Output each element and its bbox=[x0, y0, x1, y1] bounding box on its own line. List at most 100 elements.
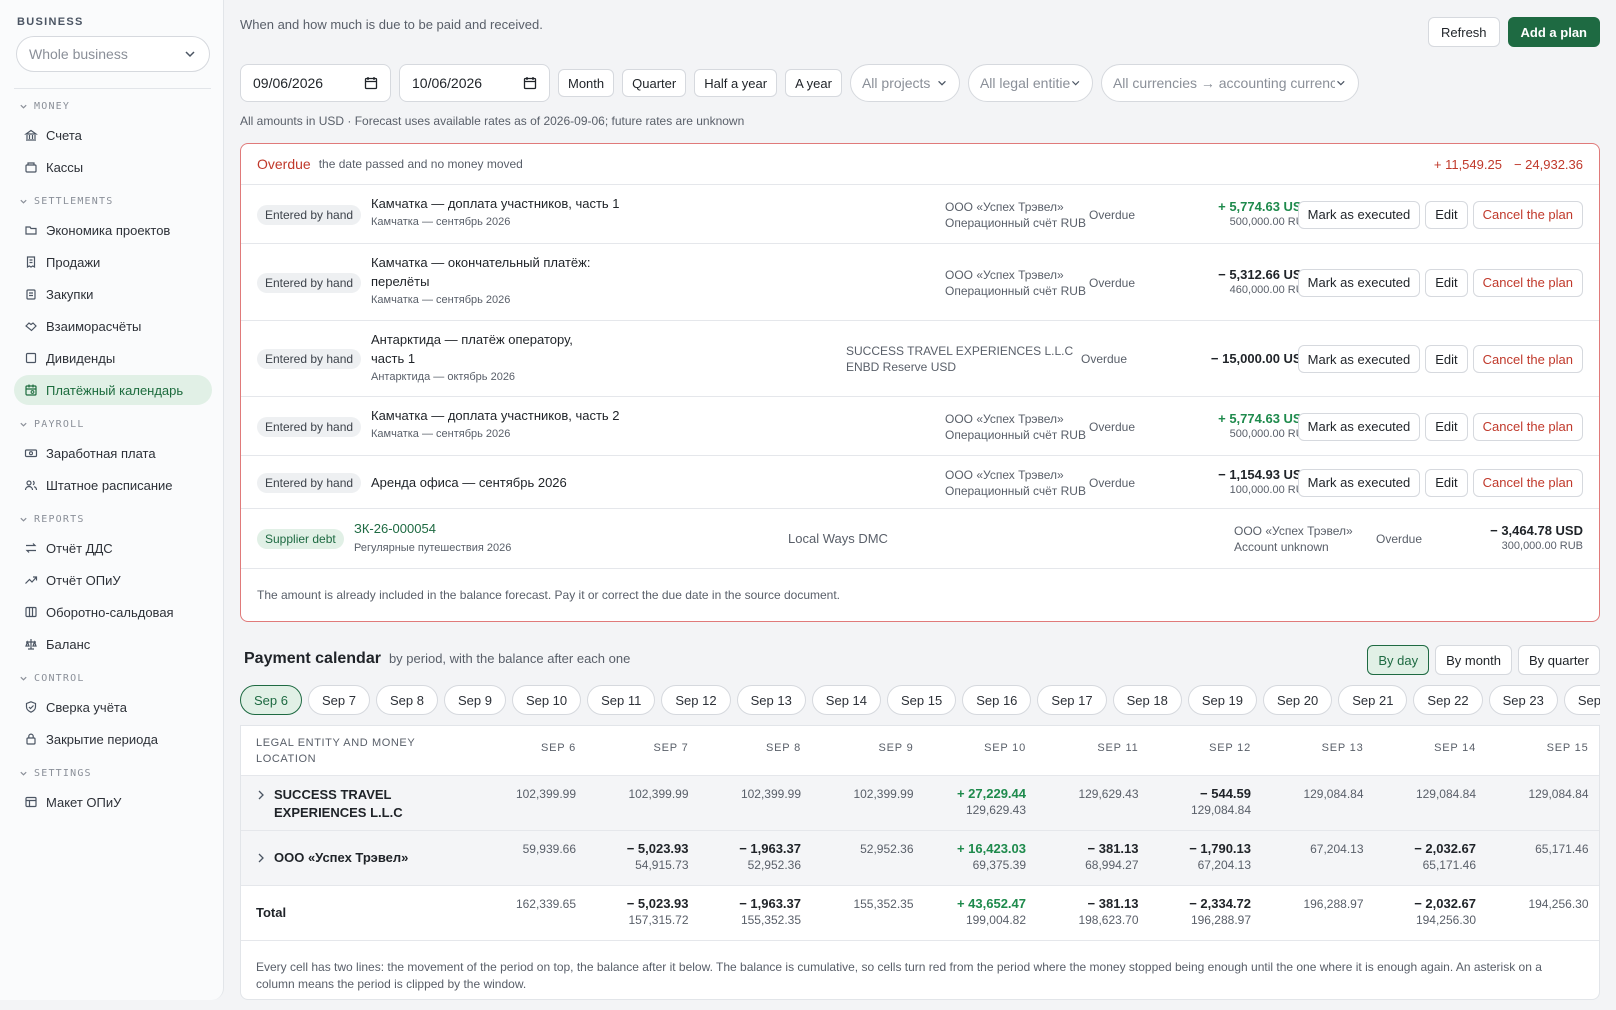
sidebar-item[interactable]: Баланс bbox=[14, 629, 212, 659]
handshake-icon bbox=[25, 322, 37, 332]
sidebar-item[interactable]: Макет ОПиУ bbox=[14, 787, 212, 817]
period-chip[interactable]: Sep 23 bbox=[1488, 685, 1558, 715]
period-chip[interactable]: Sep 6 bbox=[240, 685, 302, 715]
plan-name[interactable]: Антарктида — платёж оператору, часть 1 bbox=[371, 332, 573, 366]
sidebar-section-money[interactable]: MONEY bbox=[19, 101, 211, 112]
table-row[interactable]: SUCCESS TRAVEL EXPERIENCES L.L.C 102,399.… bbox=[241, 776, 1599, 831]
row-label-text: ООО «Успех Трэвел» bbox=[274, 850, 409, 865]
business-select[interactable]: Whole business bbox=[16, 36, 210, 72]
sidebar-item[interactable]: Счета bbox=[14, 120, 212, 150]
edit-button[interactable]: Edit bbox=[1425, 345, 1468, 373]
mark-executed-button[interactable]: Mark as executed bbox=[1297, 412, 1421, 441]
row-label-text: SUCCESS TRAVEL EXPERIENCES L.L.C bbox=[274, 787, 403, 820]
period-year-button[interactable]: A year bbox=[785, 69, 842, 97]
period-chip[interactable]: Sep 8 bbox=[375, 685, 438, 715]
period-chip[interactable]: Sep 22 bbox=[1413, 685, 1483, 715]
mark-executed-button[interactable]: Mark as executed bbox=[1297, 200, 1421, 229]
sidebar-item[interactable]: Оборотно-сальдовая bbox=[14, 597, 212, 627]
sidebar-item-label: Штатное расписание bbox=[46, 477, 173, 493]
chevron-right-icon[interactable] bbox=[256, 849, 266, 867]
period-chip[interactable]: Sep 17 bbox=[1037, 685, 1107, 715]
sidebar-item[interactable]: Заработная плата bbox=[14, 438, 212, 468]
plan-name[interactable]: Камчатка — доплата участников, часть 2 bbox=[371, 408, 620, 423]
sidebar-section-control[interactable]: CONTROL bbox=[19, 673, 211, 684]
sidebar-item[interactable]: Штатное расписание bbox=[14, 470, 212, 500]
sidebar-item[interactable]: Дивиденды bbox=[14, 343, 212, 373]
source-badge: Entered by hand bbox=[257, 349, 362, 369]
period-month-button[interactable]: Month bbox=[558, 69, 615, 97]
period-chip[interactable]: Sep 11 bbox=[587, 685, 656, 715]
sidebar-section-reports[interactable]: REPORTS bbox=[19, 514, 211, 525]
sidebar-item[interactable]: Закупки bbox=[14, 279, 212, 309]
lock-icon bbox=[26, 733, 36, 745]
sidebar-section-payroll[interactable]: PAYROLL bbox=[19, 419, 211, 430]
refresh-button[interactable]: Refresh bbox=[1428, 17, 1500, 47]
table-row[interactable]: ООО «Успех Трэвел» 59,939.66 − 5,023.93 54,… bbox=[241, 831, 1599, 886]
add-plan-button[interactable]: Add a plan bbox=[1507, 17, 1600, 47]
edit-button[interactable]: Edit bbox=[1425, 268, 1468, 297]
mark-executed-button[interactable]: Mark as executed bbox=[1297, 268, 1421, 297]
document-link[interactable]: ЗК-26-000054 bbox=[354, 521, 436, 536]
cancel-plan-button[interactable]: Cancel the plan bbox=[1472, 345, 1583, 373]
cell-balance: 194,256.30 bbox=[1528, 897, 1589, 911]
chevron-right-icon[interactable] bbox=[256, 786, 266, 804]
currencies-select[interactable]: All currencies → accounting currency bbox=[1100, 64, 1359, 102]
period-chip[interactable]: Sep 12 bbox=[661, 685, 731, 715]
period-quarter-button[interactable]: Quarter bbox=[622, 69, 687, 97]
sidebar-item[interactable]: Кассы bbox=[14, 152, 212, 182]
period-chip[interactable]: Sep 15 bbox=[887, 685, 957, 715]
amount-primary: − 5,312.66 USD bbox=[1218, 266, 1311, 282]
sidebar-item[interactable]: Отчёт ДДС bbox=[14, 533, 212, 563]
table-row: Total 162,339.65 − 5,023.93 157,315.72 − 1,9… bbox=[241, 886, 1599, 941]
mark-executed-button[interactable]: Mark as executed bbox=[1297, 468, 1421, 497]
date-to-input[interactable]: 10/06/2026 bbox=[399, 64, 550, 102]
view-by-day-button[interactable]: By day bbox=[1367, 645, 1430, 675]
cancel-plan-button[interactable]: Cancel the plan bbox=[1472, 468, 1583, 497]
sidebar-item[interactable]: Сверка учёта bbox=[14, 692, 212, 722]
sidebar-item[interactable]: Платёжный календарь bbox=[14, 375, 212, 405]
folder-icon bbox=[25, 226, 37, 235]
period-chip[interactable]: Sep 16 bbox=[962, 685, 1032, 715]
period-half-year-button[interactable]: Half a year bbox=[694, 69, 778, 97]
sidebar-section-settings[interactable]: SETTINGS bbox=[19, 768, 211, 779]
sidebar-item[interactable]: Экономика проектов bbox=[14, 215, 212, 245]
period-chip[interactable]: Sep 24 bbox=[1563, 685, 1600, 715]
legal-entities-select[interactable]: All legal entities bbox=[967, 64, 1093, 102]
view-by-month-button[interactable]: By month bbox=[1435, 645, 1513, 675]
cancel-plan-button[interactable]: Cancel the plan bbox=[1472, 200, 1583, 229]
cell-balance: 198,623.70 bbox=[1078, 913, 1139, 927]
edit-button[interactable]: Edit bbox=[1425, 468, 1468, 497]
sidebar-item[interactable]: Отчёт ОПиУ bbox=[14, 565, 212, 595]
sidebar-item[interactable]: Взаиморасчёты bbox=[14, 311, 212, 341]
table-cell: 65,171.46 bbox=[1484, 841, 1588, 857]
edit-button[interactable]: Edit bbox=[1425, 412, 1468, 441]
column-header: SEP 9 bbox=[878, 742, 914, 754]
sidebar-item[interactable]: Продажи bbox=[14, 247, 212, 277]
period-chip[interactable]: Sep 20 bbox=[1263, 685, 1333, 715]
sidebar-section-settlements[interactable]: SETTLEMENTS bbox=[19, 196, 211, 207]
plan-name[interactable]: Аренда офиса — сентябрь 2026 bbox=[371, 474, 567, 490]
period-chip[interactable]: Sep 14 bbox=[811, 685, 881, 715]
period-chip[interactable]: Sep 9 bbox=[443, 685, 506, 715]
projects-select[interactable]: All projects bbox=[849, 64, 960, 102]
sidebar-item[interactable]: Закрытие периода bbox=[14, 724, 212, 754]
plan-name[interactable]: Камчатка — окончательный платёж: перелёт… bbox=[371, 255, 591, 289]
period-chip[interactable]: Sep 19 bbox=[1187, 685, 1258, 715]
cancel-plan-button[interactable]: Cancel the plan bbox=[1472, 268, 1583, 297]
period-chip[interactable]: Sep 13 bbox=[736, 685, 806, 715]
period-chip[interactable]: Sep 7 bbox=[307, 685, 370, 715]
cancel-plan-button[interactable]: Cancel the plan bbox=[1472, 412, 1583, 441]
period-chip[interactable]: Sep 21 bbox=[1338, 685, 1408, 715]
edit-button[interactable]: Edit bbox=[1425, 200, 1468, 229]
date-from-input[interactable]: 09/06/2026 bbox=[240, 64, 391, 102]
period-chip[interactable]: Sep 10 bbox=[511, 685, 582, 715]
period-chip[interactable]: Sep 18 bbox=[1112, 685, 1182, 715]
plan-name[interactable]: Камчатка — доплата участников, часть 1 bbox=[371, 196, 620, 211]
table-cell: 162,339.65 bbox=[471, 896, 576, 912]
column-header: SEP 8 bbox=[766, 742, 801, 754]
view-by-quarter-button[interactable]: By quarter bbox=[1518, 645, 1600, 675]
date-to-value: 10/06/2026 bbox=[412, 75, 483, 91]
table-cell: + 27,229.44 129,629.43 bbox=[921, 786, 1026, 818]
row-label: SUCCESS TRAVEL EXPERIENCES L.L.C bbox=[256, 786, 403, 822]
mark-executed-button[interactable]: Mark as executed bbox=[1297, 345, 1421, 373]
